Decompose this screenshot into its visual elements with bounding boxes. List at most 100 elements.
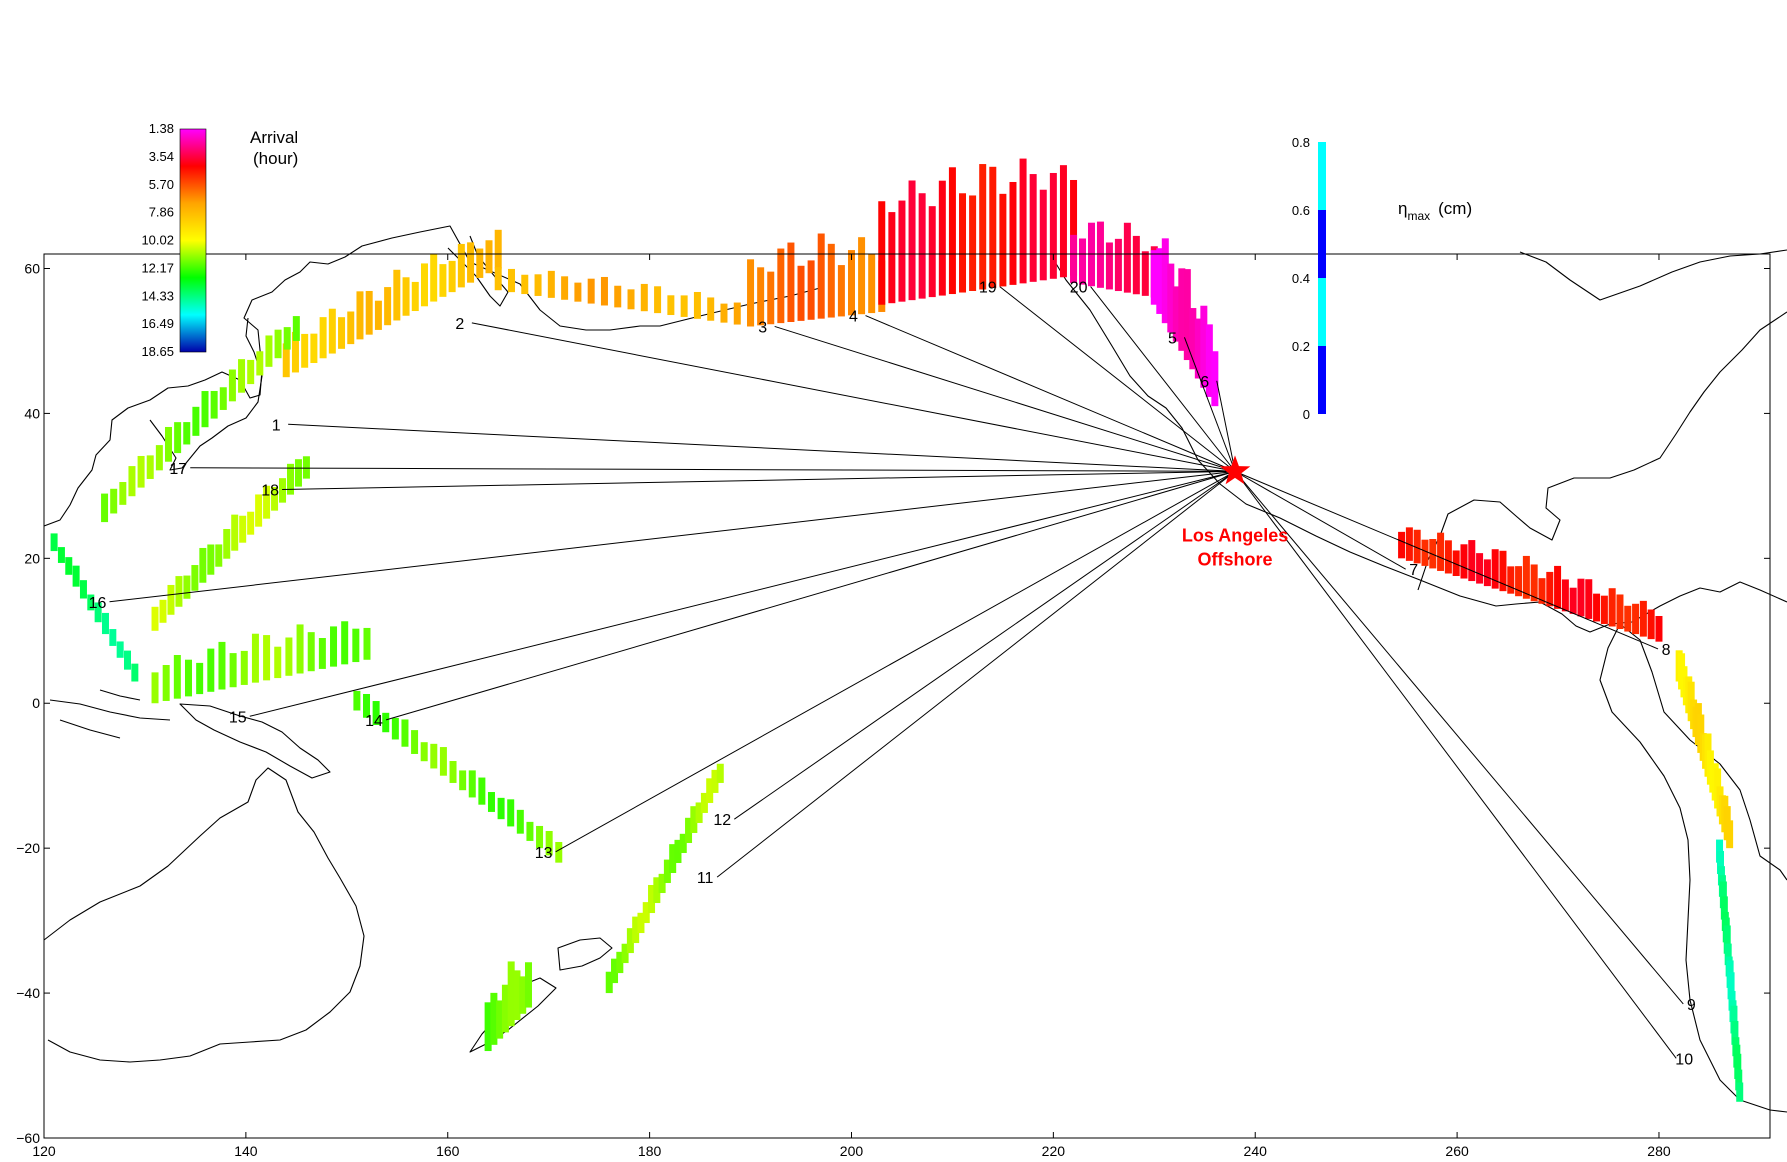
eta-colorbar-tick-label: 0.6: [1292, 203, 1310, 218]
arrival-bar: [767, 271, 775, 325]
arrival-bar: [274, 329, 282, 359]
arrival-bar: [616, 951, 624, 974]
arrival-bar: [263, 635, 271, 681]
arrival-bar: [110, 488, 118, 514]
arrival-bar: [513, 970, 521, 1020]
arrival-bar: [507, 961, 515, 1027]
arrival-bar: [1468, 540, 1476, 582]
x-tick-label: 200: [840, 1143, 864, 1159]
arrival-bar: [338, 317, 346, 349]
site-label: 4: [849, 309, 858, 326]
ray-line: [1234, 470, 1406, 570]
arrival-bar: [478, 777, 486, 805]
arrival-bar: [1161, 238, 1169, 324]
arrival-bar: [485, 240, 493, 274]
arrival-bar: [164, 426, 172, 462]
arrival-bar: [1730, 1005, 1738, 1034]
arrival-bar: [302, 456, 310, 479]
map-frame: [43, 253, 1771, 1139]
arrival-bar: [521, 274, 529, 295]
site-label: 14: [365, 713, 383, 730]
arrival-bar: [547, 270, 555, 298]
site-label: 10: [1675, 1051, 1693, 1068]
arrival-bar: [1515, 566, 1523, 597]
arrival-bar: [536, 825, 544, 849]
arrival-bar: [468, 770, 476, 798]
arrival-bar: [1150, 250, 1158, 305]
eta-subscript: max: [1407, 209, 1430, 223]
arrival-bar: [79, 580, 87, 599]
arrival-bar: [1655, 615, 1663, 642]
arrival-bar: [858, 237, 866, 315]
arrival-bar: [184, 659, 192, 697]
arrival-bar: [352, 628, 360, 663]
arrival-bar: [674, 839, 682, 864]
arrival-bar: [282, 343, 290, 378]
arrival-bar: [1735, 1069, 1743, 1091]
arrival-bar: [642, 902, 650, 924]
arrival-bar: [175, 576, 183, 607]
arrival-bar: [807, 260, 815, 320]
arrival-bar: [1039, 189, 1047, 281]
arrival-bar: [1716, 850, 1724, 875]
ray-line: [109, 470, 1236, 603]
arrival-bar: [72, 565, 80, 587]
arrival-bar: [1554, 565, 1562, 609]
north-america-coastline: [1054, 261, 1787, 633]
arrival-bar: [1156, 248, 1164, 314]
x-tick-label: 160: [436, 1143, 460, 1159]
arrival-bar: [318, 638, 326, 669]
arrival-bar: [1530, 564, 1538, 602]
eta-colorbar-segment: [1318, 210, 1326, 278]
arrival-bar: [600, 276, 608, 306]
site-label: 1: [272, 417, 281, 434]
arrival-bar: [693, 291, 701, 319]
arrival-bar: [457, 243, 465, 288]
indonesia-islands-coastline: [49, 689, 171, 739]
arrival-bar: [411, 281, 419, 312]
arrival-colorbar-tick-label: 14.33: [141, 288, 174, 303]
arrival-bar: [247, 359, 255, 385]
arrival-bar: [685, 817, 693, 843]
arrival-bar: [439, 747, 447, 776]
arrival-bar: [516, 809, 524, 834]
arrival-bar: [109, 629, 117, 646]
arrival-bar: [183, 422, 191, 445]
arrival-bar: [561, 276, 569, 300]
eta-unit: (cm): [1438, 199, 1472, 218]
arrival-bar: [989, 166, 997, 288]
ray-line: [1234, 471, 1684, 1005]
arrival-bar: [574, 282, 582, 302]
arrival-bar: [494, 267, 502, 291]
arrival-bar: [271, 486, 279, 511]
ray-line: [999, 286, 1236, 472]
arrival-bar: [979, 164, 987, 290]
arrival-bar: [65, 557, 73, 575]
arrival-bar: [430, 254, 438, 302]
site-label: 5: [1168, 330, 1177, 347]
ray-line: [190, 467, 1236, 472]
arrival-bar: [653, 877, 661, 904]
arrival-bar: [449, 761, 457, 783]
arrival-bar: [218, 641, 226, 690]
ray-line: [249, 470, 1236, 717]
arrival-bar: [159, 599, 167, 623]
arrival-bar: [247, 511, 255, 535]
arrival-bar: [1070, 179, 1078, 276]
arrival-bar: [847, 250, 855, 316]
arrival-bar: [363, 627, 371, 660]
arrival-bar: [341, 621, 349, 665]
arrival-bar: [1105, 242, 1113, 290]
arrival-bar: [57, 547, 65, 563]
arrival-bar: [401, 719, 409, 747]
arrival-colorbar-title: Arrival: [250, 128, 298, 147]
arrival-bar: [310, 333, 318, 364]
arrival-colorbar-tick-label: 18.65: [141, 344, 174, 359]
arrival-bar: [700, 792, 708, 813]
arrival-bar: [1726, 820, 1734, 849]
arrival-colorbar-tick-label: 5.70: [149, 177, 174, 192]
ray-line: [288, 423, 1236, 472]
arrival-bar: [353, 690, 361, 711]
